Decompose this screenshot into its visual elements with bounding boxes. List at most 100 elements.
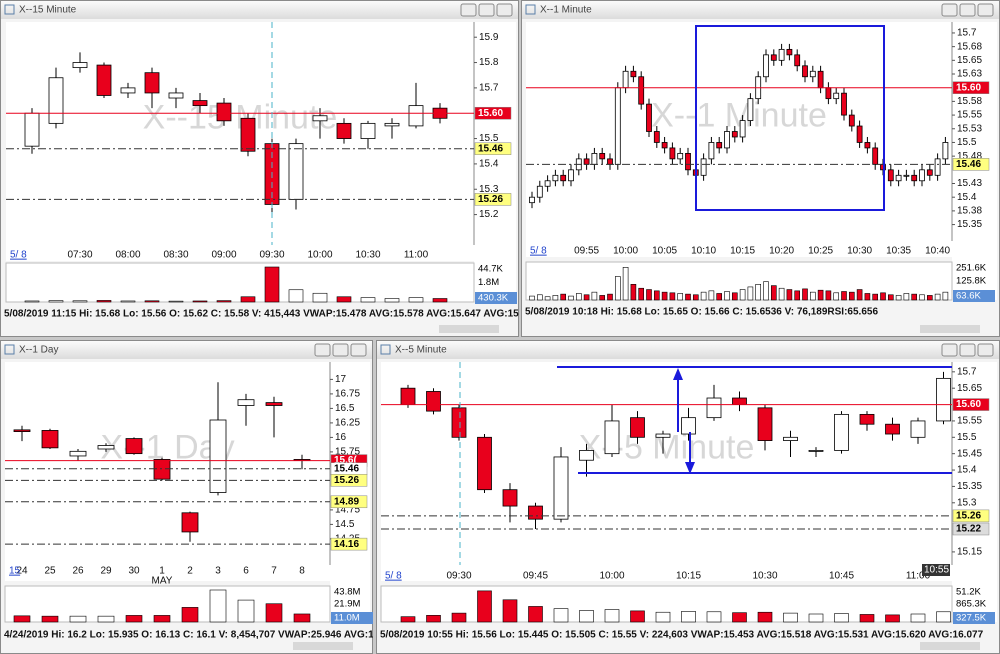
window-button[interactable] <box>460 3 477 17</box>
candle-body <box>646 103 652 132</box>
candle-body <box>757 407 773 441</box>
y-tick-label: 15.65 <box>957 55 982 66</box>
y-tick-label: 15.43 <box>957 178 982 189</box>
volume-bar <box>553 608 569 623</box>
window-icon <box>380 344 391 355</box>
price-tag-label: 14.16 <box>334 539 359 550</box>
date-link[interactable]: 5/ 8 <box>385 571 402 582</box>
scrollbar[interactable] <box>293 642 353 650</box>
volume-bar <box>400 616 416 623</box>
volume-bar <box>72 300 88 303</box>
date-link[interactable]: 15 <box>9 566 21 577</box>
volume-bar <box>653 290 660 301</box>
volume-bar <box>919 294 925 301</box>
candle-body <box>24 112 40 147</box>
volume-bar <box>216 300 232 303</box>
candle-body <box>786 48 793 56</box>
price-tag <box>952 158 990 171</box>
volume-bar <box>312 292 328 303</box>
candle-body <box>724 131 730 149</box>
x-tick-label: 10:00 <box>613 246 638 257</box>
plot-area <box>526 22 952 257</box>
candle-body <box>936 377 951 422</box>
candle-body <box>887 169 894 182</box>
price-tag <box>330 537 368 551</box>
volume-bar <box>264 266 280 303</box>
volume-pane <box>5 262 475 303</box>
price-tag-label: 15.26 <box>334 475 359 486</box>
window-button[interactable] <box>959 3 976 17</box>
window-button[interactable] <box>941 3 958 17</box>
window-button[interactable] <box>941 343 958 357</box>
x-tick-label: 09:30 <box>446 571 471 582</box>
candle-body <box>237 399 255 406</box>
x-tick-label: 1 <box>159 566 165 577</box>
candle-body <box>934 158 941 176</box>
candle-body <box>579 450 594 461</box>
volume-bar <box>630 284 637 301</box>
volume-bar <box>911 293 918 301</box>
x-tick-label: 25 <box>44 566 56 577</box>
month-label: MAY <box>152 576 173 587</box>
x-tick-label: 10:35 <box>886 246 911 257</box>
candle-body <box>708 142 715 160</box>
price-tag <box>474 193 512 206</box>
candle-body <box>451 407 467 438</box>
candle-body <box>763 54 769 78</box>
window-button[interactable] <box>496 3 513 17</box>
candle-body <box>552 174 559 182</box>
price-tag-label: 15.60 <box>478 108 503 119</box>
x-tick-label: 10:30 <box>847 246 872 257</box>
candle-body <box>120 87 136 94</box>
volume-bar <box>544 296 551 301</box>
y-tick-label: 15.15 <box>957 547 982 558</box>
status-line: 5/08/2019 10:55 Hi: 15.56 Lo: 15.445 O: … <box>380 630 984 641</box>
candle-body <box>817 70 824 89</box>
window-button[interactable] <box>478 3 495 17</box>
volume-bar <box>809 291 816 301</box>
title-bar <box>1 1 518 19</box>
x-tick-label: 11:00 <box>906 571 931 582</box>
candle-body <box>856 125 863 143</box>
y-tick-label: 15.5 <box>479 133 499 144</box>
price-tag-label: 15.26 <box>478 194 503 205</box>
x-tick-label: 10:40 <box>925 246 950 257</box>
window-icon <box>525 4 536 15</box>
x-tick-label: 10:15 <box>676 571 701 582</box>
y-tick-label: 15.35 <box>957 219 982 230</box>
price-tag <box>952 398 990 411</box>
window-button[interactable] <box>959 343 976 357</box>
date-link[interactable]: 5/ 8 <box>10 250 27 261</box>
candle-body <box>872 147 879 165</box>
window-title: X--1 Day <box>19 345 58 356</box>
volume-bar <box>181 607 199 623</box>
window-button[interactable] <box>314 343 331 357</box>
candle-body <box>97 445 115 450</box>
volume-bar <box>926 295 933 301</box>
candle-body <box>13 429 31 432</box>
y-tick-label: 15.2 <box>479 209 499 220</box>
volume-bar <box>859 614 875 623</box>
scrollbar[interactable] <box>920 642 980 650</box>
status-line: 5/08/2019 11:15 Hi: 15.68 Lo: 15.56 O: 1… <box>4 309 562 320</box>
scrollbar[interactable] <box>920 325 980 333</box>
window-button[interactable] <box>977 3 994 17</box>
volume-bar <box>604 609 620 623</box>
y-tick-label: 15.48 <box>957 151 982 162</box>
window-button[interactable] <box>350 343 367 357</box>
volume-bar <box>669 292 676 301</box>
volume-bar <box>591 291 598 301</box>
price-tag <box>474 142 512 155</box>
window-button[interactable] <box>332 343 349 357</box>
candle-body <box>69 450 87 457</box>
scrollbar[interactable] <box>439 325 499 333</box>
window-button[interactable] <box>977 343 994 357</box>
y-tick-label: 17 <box>335 374 347 385</box>
volume-bar <box>833 292 840 301</box>
watermark: X--1 Minute <box>651 96 827 134</box>
y-tick-label: 16 <box>335 432 347 443</box>
candle-body <box>885 423 900 435</box>
date-link[interactable]: 5/ 8 <box>530 246 547 257</box>
volume-bar <box>288 289 304 303</box>
cursor-tag <box>922 564 950 576</box>
